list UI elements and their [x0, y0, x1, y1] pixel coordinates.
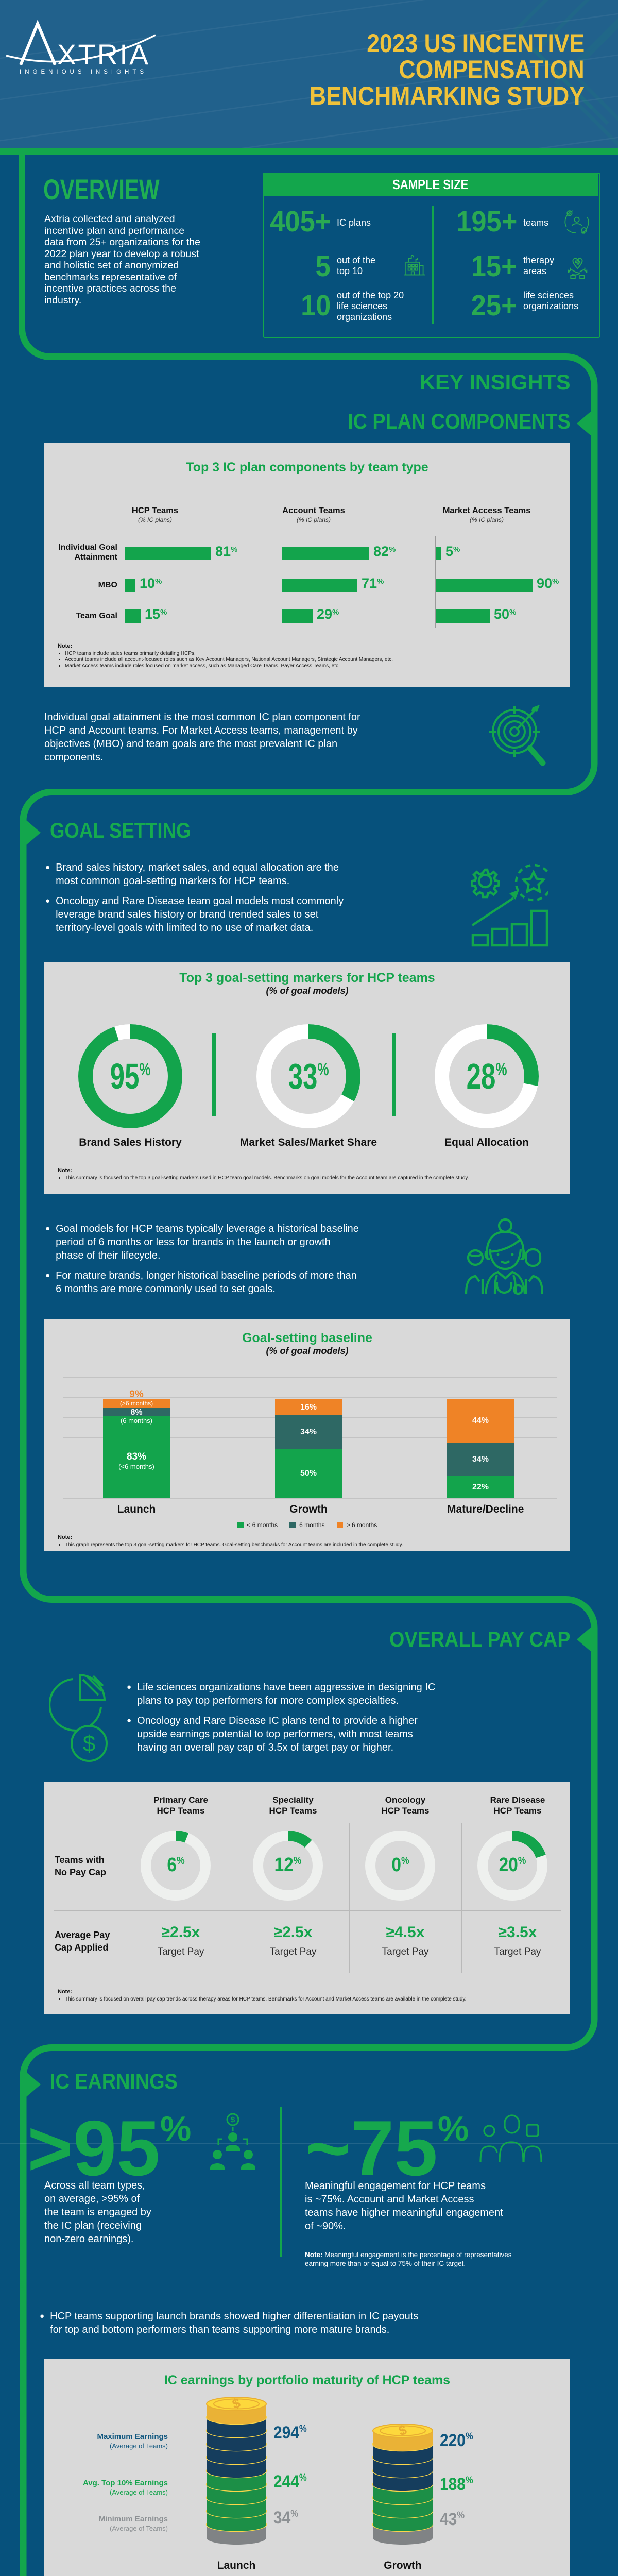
svg-text:$: $ — [231, 2115, 235, 2124]
svg-text:$: $ — [83, 1731, 95, 1756]
svg-text:INGENIOUS INSIGHTS: INGENIOUS INSIGHTS — [20, 69, 147, 75]
svg-text:$: $ — [569, 211, 571, 216]
